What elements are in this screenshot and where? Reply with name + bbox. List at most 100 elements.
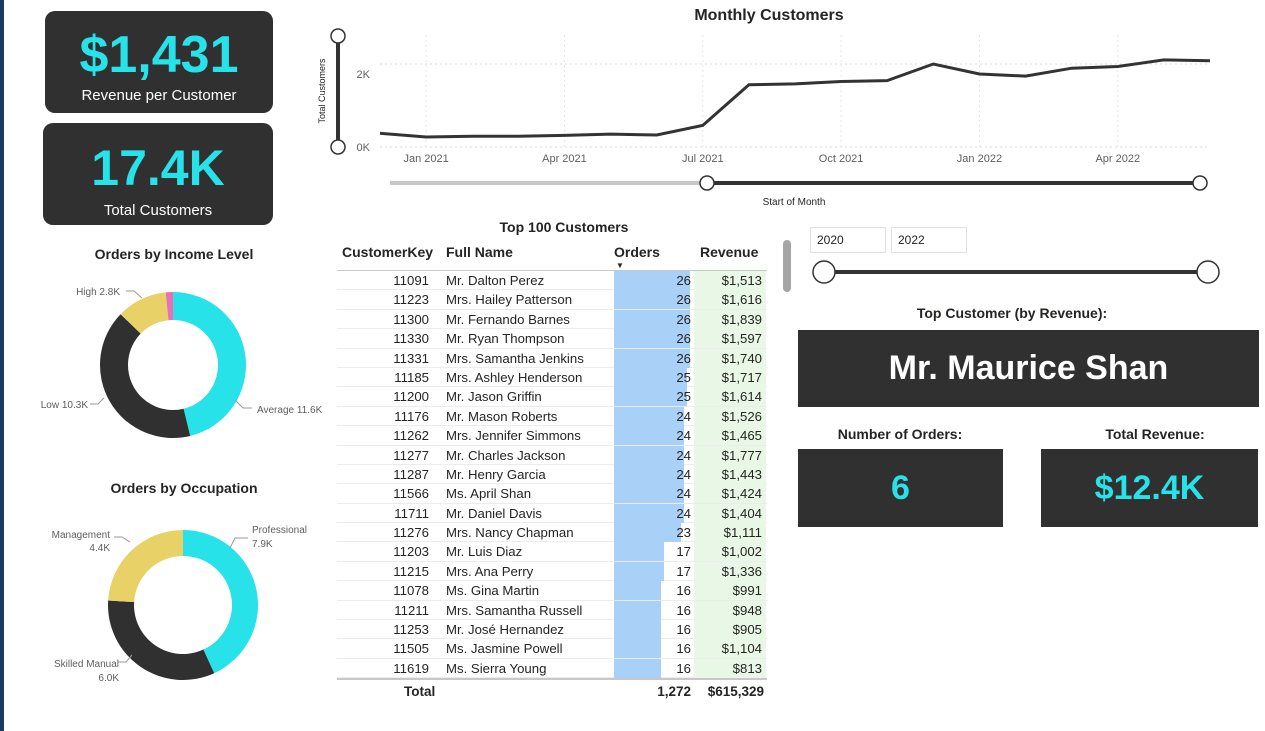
- revenue-cell: $1,777: [721, 447, 762, 463]
- table-row[interactable]: 11185 Mrs. Ashley Henderson 25 $1,717: [337, 367, 767, 388]
- customer-key-cell: 11223: [393, 292, 429, 308]
- revenue-per-customer-value: $1,431: [79, 26, 239, 84]
- revenue-cell-bg: [694, 271, 766, 290]
- table-row[interactable]: 11223 Mrs. Hailey Patterson 26 $1,616: [337, 290, 767, 310]
- top-customer-name: Mr. Maurice Shan: [888, 349, 1169, 387]
- revenue-per-customer-card: $1,431 Revenue per Customer: [45, 11, 273, 113]
- revenue-cell: $1,336: [721, 563, 762, 579]
- income-slice-average[interactable]: [173, 292, 247, 436]
- full-name-cell: Mr. Charles Jackson: [446, 447, 566, 463]
- table-row[interactable]: 11200 Mr. Jason Griffin 25 $1,614: [337, 387, 767, 407]
- total-customers-card: 17.4K Total Customers: [43, 123, 273, 225]
- sort-desc-icon: ▼: [616, 261, 624, 270]
- year-end-input[interactable]: 2022: [891, 227, 967, 253]
- revenue-cell-bg: [694, 464, 766, 484]
- revenue-cell-bg: [694, 658, 766, 678]
- x-range-handle-start[interactable]: [699, 175, 715, 191]
- table-row[interactable]: 11253 Mr. José Hernandez 16 $905: [337, 620, 767, 640]
- income-slice-other[interactable]: [165, 292, 173, 321]
- year-range-slider[interactable]: [805, 257, 1225, 287]
- customer-key-cell: 11300: [393, 311, 429, 327]
- revenue-cell-bg: [694, 581, 766, 601]
- orders-databar: [614, 542, 664, 562]
- table-row[interactable]: 11711 Mr. Daniel Davis 24 $1,404: [337, 503, 767, 524]
- revenue-cell-bg: [694, 329, 766, 349]
- full-name-cell: Mr. José Hernandez: [446, 622, 565, 638]
- year-range-handle-start[interactable]: [812, 260, 836, 284]
- total-revenue: $615,329: [707, 684, 764, 700]
- table-row[interactable]: 11176 Mr. Mason Roberts 24 $1,526: [337, 406, 767, 427]
- table-row[interactable]: 11619 Ms. Sierra Young 16 $813: [337, 658, 767, 679]
- revenue-cell: $1,839: [721, 311, 762, 327]
- customer-key-cell: 11262: [393, 428, 429, 444]
- monthly-chart-title: Monthly Customers: [694, 7, 844, 24]
- income-slice-low[interactable]: [99, 314, 191, 438]
- orders-databar: [614, 561, 664, 581]
- table-row[interactable]: 11276 Mrs. Nancy Chapman 23 $1,111: [337, 523, 767, 543]
- customer-key-cell: 11505: [393, 641, 429, 657]
- table-row[interactable]: 11330 Mr. Ryan Thompson 26 $1,597: [337, 329, 767, 349]
- revenue-cell: $991: [732, 583, 762, 599]
- table-row[interactable]: 11262 Mrs. Jennifer Simmons 24 $1,465: [337, 426, 767, 446]
- revenue-cell: $813: [732, 660, 762, 676]
- occupation-slice-management[interactable]: [108, 530, 183, 603]
- revenue-cell-bg: [694, 484, 766, 504]
- table-row[interactable]: 11277 Mr. Charles Jackson 24 $1,777: [337, 445, 767, 465]
- table-row[interactable]: 11091 Mr. Dalton Perez 26 $1,513: [337, 271, 767, 291]
- num-orders-card: 6: [798, 449, 1003, 527]
- orders-databar: [614, 387, 688, 407]
- customer-key-cell: 11176: [394, 408, 429, 424]
- orders-cell: 16: [676, 602, 691, 618]
- orders-cell: 26: [676, 311, 691, 327]
- x-range-handle-end[interactable]: [1192, 175, 1208, 191]
- header-customer-key[interactable]: CustomerKey: [342, 244, 434, 260]
- orders-databar: [614, 523, 682, 543]
- table-row[interactable]: 11215 Mrs. Ana Perry 17 $1,336: [337, 561, 767, 582]
- num-orders-title: Number of Orders:: [837, 426, 963, 442]
- table-row[interactable]: 11211 Mrs. Samantha Russell 16 $948: [337, 600, 767, 621]
- header-full-name[interactable]: Full Name: [446, 244, 513, 260]
- total-revenue-card: $12.4K: [1041, 449, 1258, 527]
- full-name-cell: Mrs. Jennifer Simmons: [446, 428, 581, 444]
- orders-cell: 16: [676, 622, 691, 638]
- full-name-cell: Mr. Luis Diaz: [446, 544, 523, 560]
- orders-cell: 16: [676, 660, 691, 676]
- occupation-leader-skilled: [118, 654, 133, 663]
- revenue-cell: $1,616: [721, 292, 762, 308]
- customer-key-cell: 11330: [393, 331, 429, 347]
- occupation-value-management: 4.4K: [89, 543, 110, 554]
- y-range-handle-top[interactable]: [330, 28, 346, 44]
- year-range-handle-end[interactable]: [1196, 260, 1220, 284]
- year-start-input[interactable]: 2020: [810, 227, 886, 253]
- monthly-customers-line: [379, 58, 1211, 139]
- table-row[interactable]: 11505 Ms. Jasmine Powell 16 $1,104: [337, 639, 767, 659]
- income-slice-high[interactable]: [120, 292, 169, 334]
- table-row[interactable]: 11331 Mrs. Samantha Jenkins 26 $1,740: [337, 348, 767, 368]
- revenue-cell-bg: [694, 620, 766, 640]
- table-row[interactable]: 11203 Mr. Luis Diaz 17 $1,002: [337, 542, 767, 562]
- occupation-label-management: Management: [52, 530, 111, 541]
- occupation-slice-skilled-manual[interactable]: [108, 600, 215, 680]
- num-orders-value: 6: [891, 469, 910, 507]
- table-title: Top 100 Customers: [499, 219, 629, 235]
- table-scrollbar[interactable]: [783, 240, 791, 292]
- occupation-slice-professional[interactable]: [183, 530, 259, 674]
- revenue-cell: $1,740: [721, 350, 762, 366]
- table-row[interactable]: 11287 Mr. Henry Garcia 24 $1,443: [337, 464, 767, 485]
- orders-databar: [614, 406, 685, 426]
- table-row[interactable]: 11078 Ms. Gina Martin 16 $991: [337, 581, 767, 601]
- revenue-cell-bg: [694, 348, 766, 368]
- customer-key-cell: 11566: [393, 486, 429, 502]
- full-name-cell: Mr. Daniel Davis: [446, 505, 543, 521]
- x-tick-label: Jan 2022: [957, 153, 1002, 165]
- occupation-leader-professional: [229, 537, 248, 549]
- full-name-cell: Ms. April Shan: [446, 486, 532, 502]
- header-orders[interactable]: Orders: [614, 244, 660, 260]
- header-revenue[interactable]: Revenue: [700, 244, 759, 260]
- table-row[interactable]: 11300 Mr. Fernando Barnes 26 $1,839: [337, 309, 767, 330]
- orders-databar: [614, 426, 685, 446]
- full-name-cell: Mrs. Ashley Henderson: [446, 369, 583, 385]
- orders-cell: 24: [676, 505, 691, 521]
- y-range-handle-bottom[interactable]: [330, 139, 346, 155]
- table-row[interactable]: 11566 Ms. April Shan 24 $1,424: [337, 484, 767, 504]
